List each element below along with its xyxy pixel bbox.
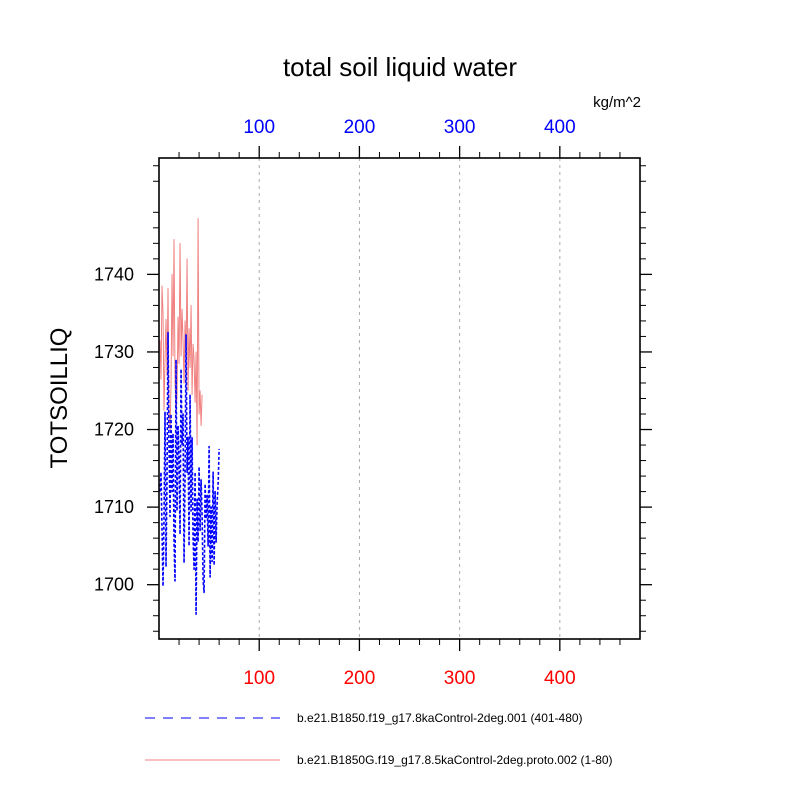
legend-label-0: b.e21.B1850.f19_g17.8kaControl-2deg.001 … [297,711,583,725]
x-tick-label-bottom: 100 [243,668,275,689]
axis-ticks [147,146,652,651]
series-line-1 [159,218,203,446]
x-tick-label-bottom: 400 [544,668,576,689]
series-layer [159,218,220,615]
x-tick-label-top: 200 [344,117,376,138]
x-tick-label-bottom: 300 [444,668,476,689]
x-tick-label-top: 100 [243,117,275,138]
y-tick-label: 1700 [94,575,134,595]
legend: b.e21.B1850.f19_g17.8kaControl-2deg.001 … [145,711,613,767]
legend-label-1: b.e21.B1850G.f19_g17.8.5kaControl-2deg.p… [297,753,613,767]
gridlines [258,158,561,639]
y-tick-label: 1710 [94,497,134,517]
y-tick-label: 1720 [94,420,134,440]
y-tick-label: 1740 [94,264,134,284]
y-tick-label: 1730 [94,342,134,362]
units-label: kg/m^2 [593,94,641,111]
x-tick-label-top: 400 [544,117,576,138]
chart-title: total soil liquid water [283,52,517,82]
x-tick-label-top: 300 [444,117,476,138]
series-line-0 [159,331,220,615]
plot-frame [158,157,641,640]
x-tick-label-bottom: 200 [344,668,376,689]
axis-tick-labels: 100 100 200 200 300 300 400 400 1700 1710 1720 1730… [94,117,576,689]
y-axis-label: TOTSOILLIQ [46,328,73,469]
